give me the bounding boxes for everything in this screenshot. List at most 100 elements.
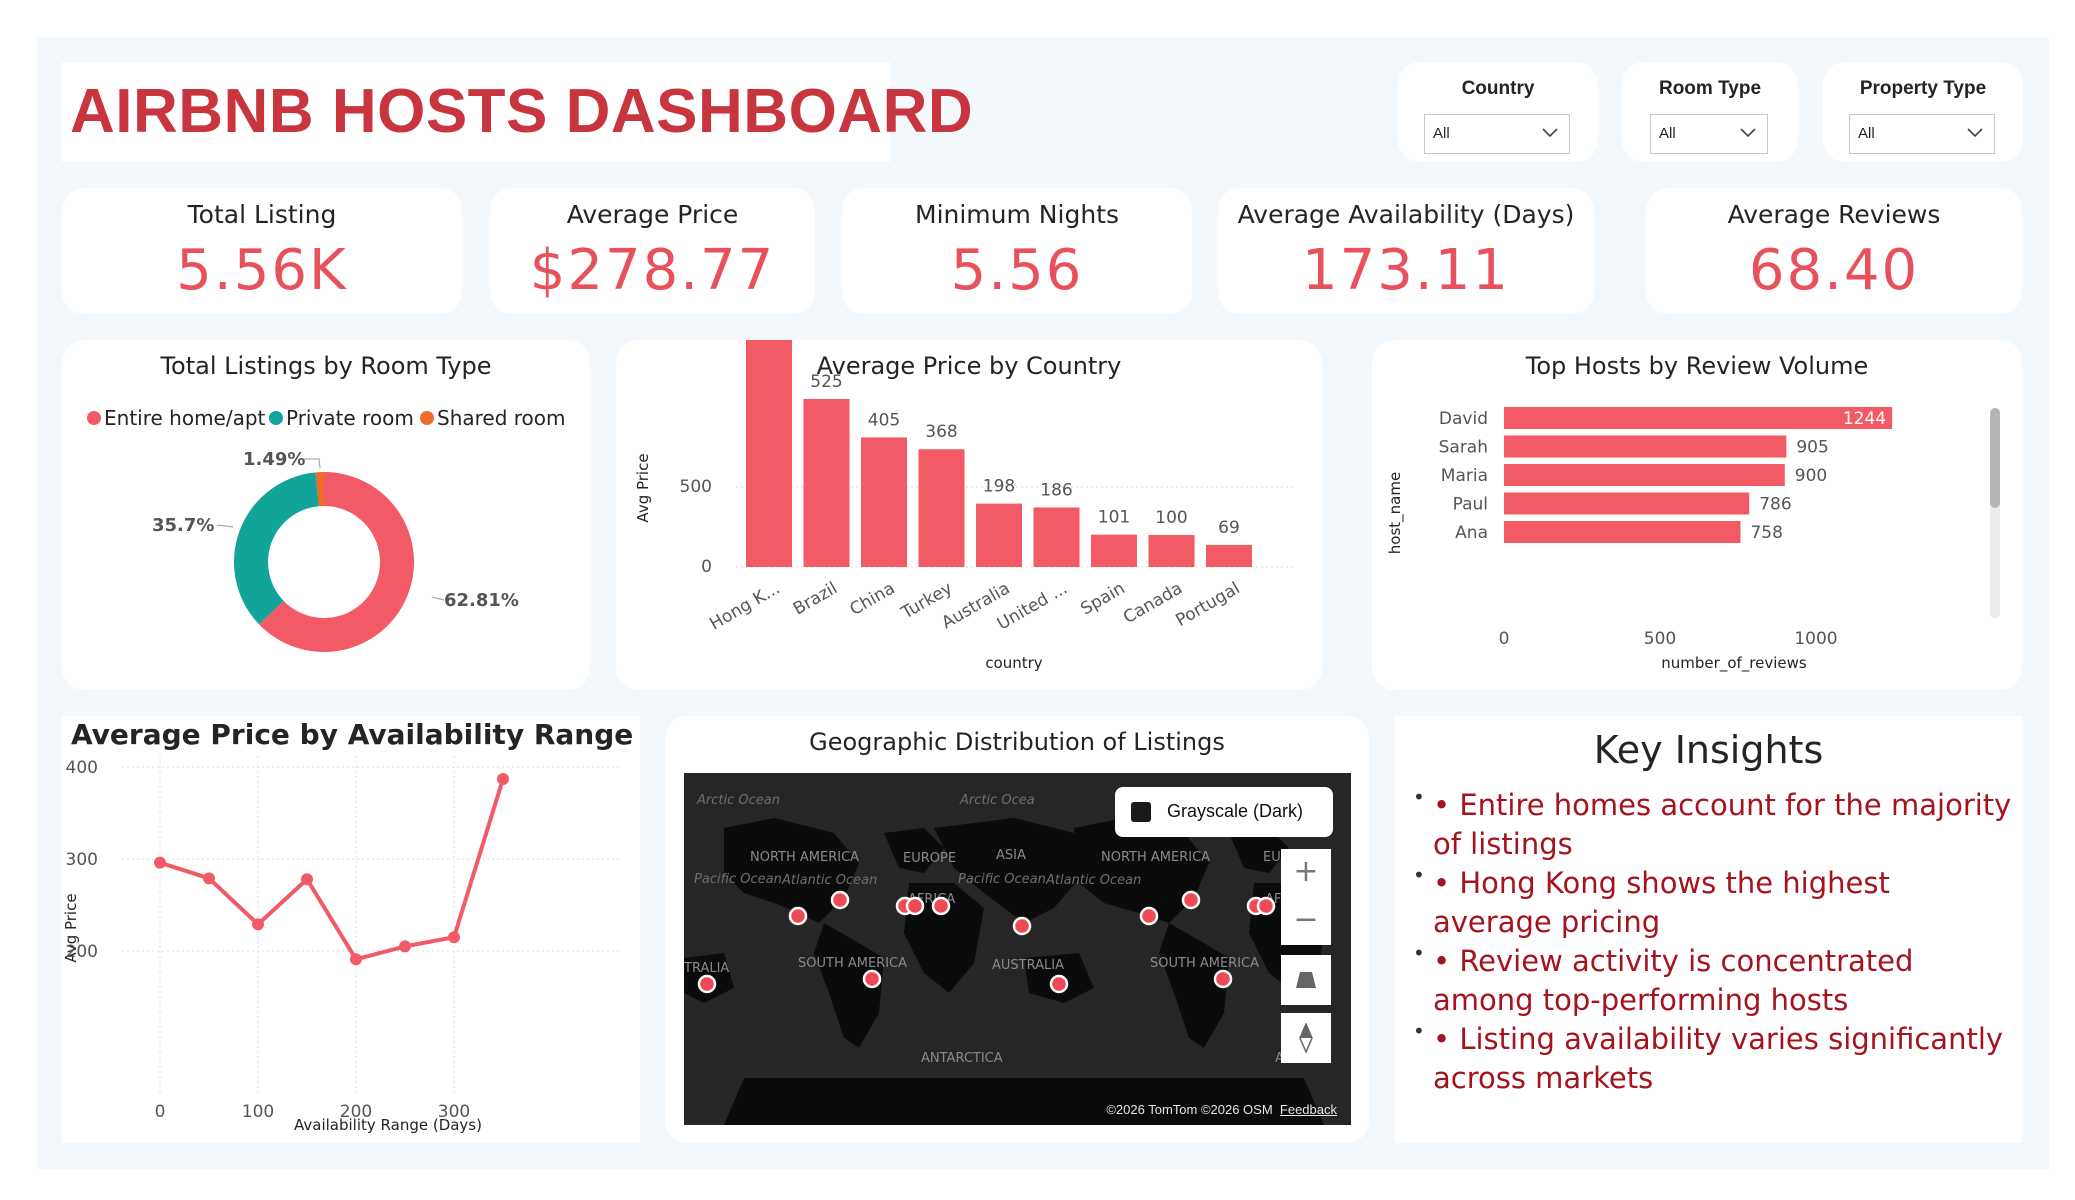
map-feedback-link[interactable]: Feedback — [1279, 1102, 1337, 1117]
map-label: EU — [1263, 850, 1281, 865]
donut-label-private-room: 35.7% — [152, 515, 214, 536]
country-bar[interactable] — [1206, 544, 1252, 567]
kpi-title: Average Reviews — [1727, 200, 1941, 229]
map-style-icon — [1131, 802, 1151, 822]
line-grid: 200 300 400 0 100 200 300 — [66, 756, 622, 1122]
zoom-out-button[interactable]: − — [1281, 897, 1331, 945]
line-point[interactable] — [154, 856, 166, 869]
minus-icon: − — [1293, 902, 1319, 937]
line-chart-title: Average Price by Availability Range — [71, 718, 634, 751]
room-type-dropdown[interactable]: All — [1650, 114, 1768, 154]
legend-label-private-room[interactable]: Private room — [286, 406, 414, 430]
line-point[interactable] — [448, 931, 460, 944]
country-bar[interactable] — [976, 503, 1022, 567]
map-copyright: ©2026 TomTom ©2026 OSM — [1106, 1102, 1273, 1117]
kpi-title: Minimum Nights — [915, 200, 1119, 229]
y-tick-label: David — [1439, 409, 1488, 429]
line-point[interactable] — [399, 940, 411, 953]
country-bar[interactable] — [746, 340, 792, 567]
map-marker[interactable] — [862, 969, 882, 989]
map-marker[interactable] — [830, 890, 850, 910]
host-bar[interactable] — [1504, 521, 1741, 543]
map-marker[interactable] — [1213, 969, 1233, 989]
host-bar[interactable] — [1504, 464, 1785, 486]
line-point[interactable] — [301, 873, 313, 886]
data-label: 525 — [810, 372, 842, 392]
donut-slice-shared-room[interactable] — [315, 472, 324, 507]
line-chart: Avg Price Availability Range (Days) 200 3… — [62, 756, 622, 1134]
chevron-down-icon — [1967, 128, 1983, 138]
map-view[interactable]: Arctic Ocean Arctic Ocea Pacific Ocean A… — [684, 773, 1351, 1125]
tilt-button[interactable] — [1281, 955, 1331, 1005]
map-marker[interactable] — [905, 896, 925, 916]
x-tick-label: Hong K... — [706, 578, 783, 634]
line-point[interactable] — [252, 918, 264, 931]
map-label: SOUTH AMERICA — [1150, 956, 1259, 971]
kpi-value: 173.11 — [1302, 238, 1510, 303]
x-tick-label: 500 — [1644, 629, 1676, 649]
legend-marker-shared-room — [420, 411, 434, 425]
map-marker[interactable] — [1256, 896, 1276, 916]
y-tick-label: 200 — [66, 942, 98, 962]
country-bar[interactable] — [918, 449, 965, 567]
property-type-dropdown[interactable]: All — [1849, 114, 1995, 154]
y-tick-label: Sarah — [1439, 438, 1488, 458]
kpi-title: Average Price — [566, 200, 739, 229]
x-axis-label: number_of_reviews — [1661, 654, 1807, 673]
data-label: 905 — [1796, 438, 1828, 458]
country-bar[interactable] — [803, 399, 850, 567]
map-marker[interactable] — [1181, 890, 1201, 910]
scrollbar-thumb[interactable] — [1990, 408, 2000, 508]
host-bar[interactable] — [1504, 407, 1893, 429]
map-marker[interactable] — [1139, 906, 1159, 926]
zoom-in-button[interactable]: + — [1281, 849, 1331, 897]
y-tick-label: Ana — [1455, 523, 1488, 543]
y-tick-label: 500 — [680, 477, 712, 497]
map-label: AUSTRALIA — [992, 958, 1064, 973]
line-chart-card: Average Price by Availability Range Avg … — [62, 716, 640, 1143]
map-marker[interactable] — [1012, 916, 1032, 936]
map-marker[interactable] — [1049, 974, 1069, 994]
map-label: NORTH AMERICA — [1101, 850, 1210, 865]
country-bar[interactable] — [861, 437, 907, 567]
x-tick-label: 0 — [1499, 629, 1510, 649]
map-title: Geographic Distribution of Listings — [809, 728, 1225, 756]
insight-item: • Review activity is concentrated among … — [1413, 934, 2012, 1020]
data-label: 1244 — [1843, 409, 1886, 429]
line-point[interactable] — [497, 772, 509, 785]
y-tick-label: 400 — [66, 758, 98, 778]
map-label: Atlantic Ocean — [1045, 873, 1141, 888]
x-axis-label: Availability Range (Days) — [294, 1116, 482, 1134]
country-bar[interactable] — [1033, 507, 1080, 567]
donut-slice-private-room[interactable] — [233, 472, 319, 625]
y-axis-label: host_name — [1386, 472, 1405, 554]
legend-label-shared-room[interactable]: Shared room — [437, 406, 566, 430]
country-dropdown[interactable]: All — [1424, 114, 1570, 154]
data-label: 186 — [1040, 480, 1072, 500]
map-style-button[interactable]: Grayscale (Dark) — [1115, 787, 1333, 837]
legend-label-entire-home[interactable]: Entire home/apt — [104, 406, 266, 430]
x-axis-label: country — [985, 654, 1042, 672]
map-marker[interactable] — [788, 906, 808, 926]
kpi-title: Total Listing — [187, 200, 337, 229]
host-bar[interactable] — [1504, 435, 1787, 458]
donut-slice-entire-home[interactable] — [259, 472, 414, 652]
map-label: Pacific Ocean — [694, 872, 782, 887]
map-label: Arctic Ocean — [696, 793, 780, 808]
property-type-dropdown-value: All — [1858, 125, 1875, 142]
donut-label-entire-home: 62.81% — [444, 590, 519, 611]
compass-button[interactable] — [1281, 1013, 1331, 1063]
donut-chart: Entire home/apt Private room Shared room… — [87, 406, 566, 652]
country-bar[interactable] — [1091, 534, 1137, 567]
map-marker[interactable] — [931, 896, 951, 916]
y-tick-label: 0 — [701, 557, 712, 577]
host-bar[interactable] — [1504, 492, 1750, 515]
map-marker[interactable] — [697, 974, 717, 994]
country-bar[interactable] — [1148, 535, 1195, 567]
country-dropdown-value: All — [1433, 125, 1450, 142]
map-label: ASIA — [996, 848, 1026, 863]
line-point[interactable] — [350, 953, 362, 966]
hosts-scrollbar[interactable] — [1990, 408, 2000, 618]
line-point[interactable] — [203, 872, 215, 885]
x-tick-label: 300 — [438, 1102, 470, 1122]
